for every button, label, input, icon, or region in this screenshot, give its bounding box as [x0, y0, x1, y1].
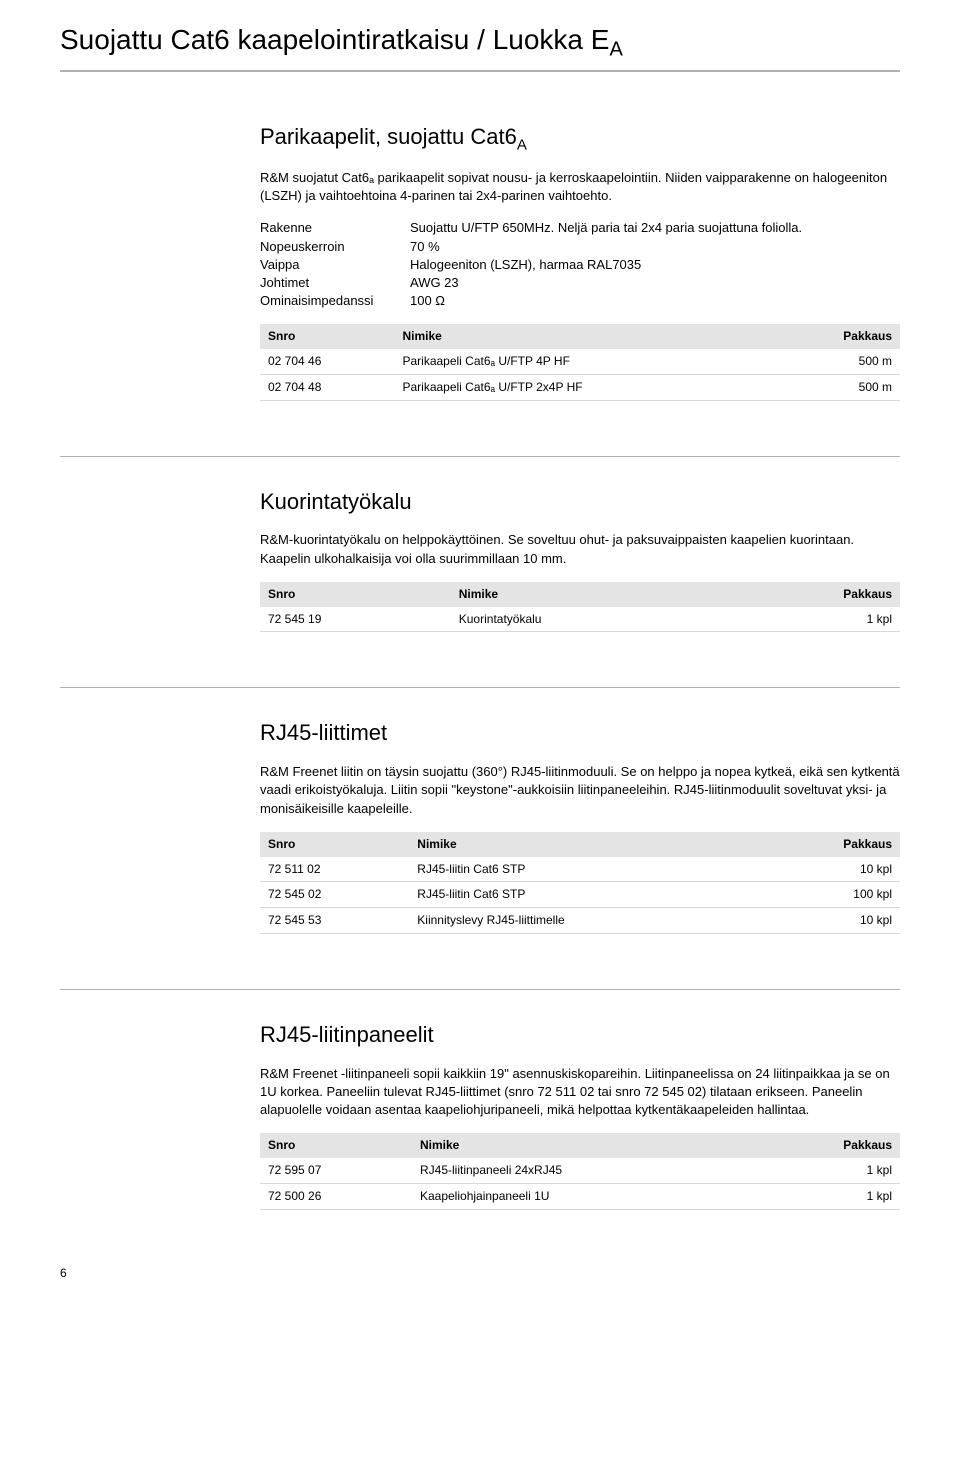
cell-pakkaus: 1 kpl: [758, 1183, 900, 1209]
section-heading-sub: A: [517, 136, 527, 153]
cell-snro: 72 545 02: [260, 882, 409, 908]
section-divider: [60, 989, 900, 990]
cell-nimike: Kuorintatyökalu: [451, 607, 722, 632]
table-header-snro: Snro: [260, 324, 394, 349]
spec-value: Halogeeniton (LSZH), harmaa RAL7035: [410, 256, 900, 274]
cell-snro: 72 545 19: [260, 607, 451, 632]
cell-snro: 02 704 46: [260, 349, 394, 374]
table-row: 72 545 02RJ45-liitin Cat6 STP100 kpl: [260, 882, 900, 908]
section-heading: Kuorintatyökalu: [260, 487, 900, 518]
spec-label: Vaippa: [260, 256, 410, 274]
table-header-snro: Snro: [260, 1133, 412, 1158]
section-content: Parikaapelit, suojattu Cat6A R&M suojatut…: [260, 122, 900, 401]
section-heading: Parikaapelit, suojattu Cat6A: [260, 122, 900, 155]
cell-nimike: RJ45-liitin Cat6 STP: [409, 857, 760, 882]
section-divider: [60, 456, 900, 457]
section-content: RJ45-liitinpaneelit R&M Freenet -liitinpa…: [260, 1020, 900, 1210]
section-description: R&M Freenet liitin on täysin suojattu (3…: [260, 763, 900, 818]
cell-nimike: Kiinnityslevy RJ45-liittimelle: [409, 908, 760, 934]
spec-label: Johtimet: [260, 274, 410, 292]
page-title: Suojattu Cat6 kaapelointiratkaisu / Luok…: [60, 20, 900, 64]
cell-snro: 72 545 53: [260, 908, 409, 934]
table-row: 72 545 19Kuorintatyökalu1 kpl: [260, 607, 900, 632]
cell-nimike: Parikaapeli Cat6ₐ U/FTP 2x4P HF: [394, 374, 774, 400]
cell-snro: 72 595 07: [260, 1158, 412, 1183]
table-header-snro: Snro: [260, 832, 409, 857]
cell-pakkaus: 500 m: [775, 349, 900, 374]
cell-nimike: Kaapeliohjainpaneeli 1U: [412, 1183, 758, 1209]
cell-snro: 72 500 26: [260, 1183, 412, 1209]
page-title-sub: A: [609, 39, 622, 61]
spec-value: Suojattu U/FTP 650MHz. Neljä paria tai 2…: [410, 219, 900, 237]
section-divider: [60, 687, 900, 688]
section: RJ45-liittimet R&M Freenet liitin on täys…: [60, 718, 900, 934]
cell-pakkaus: 1 kpl: [722, 607, 900, 632]
spec-row: VaippaHalogeeniton (LSZH), harmaa RAL703…: [260, 256, 900, 274]
table-row: 72 545 53Kiinnityslevy RJ45-liittimelle1…: [260, 908, 900, 934]
table-header-nimike: Nimike: [451, 582, 722, 607]
product-table: SnroNimikePakkaus72 511 02RJ45-liitin Ca…: [260, 832, 900, 934]
page-number: 6: [60, 1265, 900, 1282]
cell-nimike: RJ45-liitinpaneeli 24xRJ45: [412, 1158, 758, 1183]
section-description: R&M Freenet -liitinpaneeli sopii kaikkii…: [260, 1065, 900, 1120]
spec-value: 100 Ω: [410, 292, 900, 310]
product-table: SnroNimikePakkaus72 595 07RJ45-liitinpan…: [260, 1133, 900, 1209]
section-content: Kuorintatyökalu R&M-kuorintatyökalu on he…: [260, 487, 900, 633]
section: Kuorintatyökalu R&M-kuorintatyökalu on he…: [60, 487, 900, 633]
table-header-row: SnroNimikePakkaus: [260, 582, 900, 607]
table-row: 72 511 02RJ45-liitin Cat6 STP10 kpl: [260, 857, 900, 882]
section-heading-text: Parikaapelit, suojattu Cat6: [260, 124, 517, 149]
section: Parikaapelit, suojattu Cat6A R&M suojatut…: [60, 122, 900, 401]
table-row: 02 704 48Parikaapeli Cat6ₐ U/FTP 2x4P HF…: [260, 374, 900, 400]
table-row: 02 704 46Parikaapeli Cat6ₐ U/FTP 4P HF50…: [260, 349, 900, 374]
section-description: R&M-kuorintatyökalu on helppokäyttöinen.…: [260, 531, 900, 567]
cell-nimike: Parikaapeli Cat6ₐ U/FTP 4P HF: [394, 349, 774, 374]
spec-value: AWG 23: [410, 274, 900, 292]
table-header-pakkaus: Pakkaus: [758, 1133, 900, 1158]
cell-pakkaus: 10 kpl: [761, 908, 900, 934]
cell-snro: 02 704 48: [260, 374, 394, 400]
spec-label: Ominaisimpedanssi: [260, 292, 410, 310]
spec-row: Ominaisimpedanssi100 Ω: [260, 292, 900, 310]
section-heading: RJ45-liitinpaneelit: [260, 1020, 900, 1051]
cell-nimike: RJ45-liitin Cat6 STP: [409, 882, 760, 908]
table-row: 72 500 26Kaapeliohjainpaneeli 1U1 kpl: [260, 1183, 900, 1209]
table-header-pakkaus: Pakkaus: [761, 832, 900, 857]
spec-value: 70 %: [410, 238, 900, 256]
product-table: SnroNimikePakkaus02 704 46Parikaapeli Ca…: [260, 324, 900, 400]
section-heading-text: RJ45-liittimet: [260, 720, 387, 745]
table-header-pakkaus: Pakkaus: [775, 324, 900, 349]
spec-row: Nopeuskerroin70 %: [260, 238, 900, 256]
title-divider: [60, 70, 900, 72]
specs-list: RakenneSuojattu U/FTP 650MHz. Neljä pari…: [260, 219, 900, 310]
section-description: R&M suojatut Cat6ₐ parikaapelit sopivat …: [260, 169, 900, 205]
section-heading-text: RJ45-liitinpaneelit: [260, 1022, 434, 1047]
section-content: RJ45-liittimet R&M Freenet liitin on täys…: [260, 718, 900, 934]
cell-snro: 72 511 02: [260, 857, 409, 882]
table-header-row: SnroNimikePakkaus: [260, 1133, 900, 1158]
cell-pakkaus: 10 kpl: [761, 857, 900, 882]
section-heading-text: Kuorintatyökalu: [260, 489, 412, 514]
cell-pakkaus: 100 kpl: [761, 882, 900, 908]
table-header-nimike: Nimike: [394, 324, 774, 349]
table-header-row: SnroNimikePakkaus: [260, 324, 900, 349]
table-header-row: SnroNimikePakkaus: [260, 832, 900, 857]
table-header-nimike: Nimike: [412, 1133, 758, 1158]
table-header-pakkaus: Pakkaus: [722, 582, 900, 607]
product-table: SnroNimikePakkaus72 545 19Kuorintatyökal…: [260, 582, 900, 633]
spec-label: Nopeuskerroin: [260, 238, 410, 256]
cell-pakkaus: 1 kpl: [758, 1158, 900, 1183]
section-heading: RJ45-liittimet: [260, 718, 900, 749]
spec-label: Rakenne: [260, 219, 410, 237]
spec-row: RakenneSuojattu U/FTP 650MHz. Neljä pari…: [260, 219, 900, 237]
section: RJ45-liitinpaneelit R&M Freenet -liitinpa…: [60, 1020, 900, 1210]
table-row: 72 595 07RJ45-liitinpaneeli 24xRJ451 kpl: [260, 1158, 900, 1183]
spec-row: JohtimetAWG 23: [260, 274, 900, 292]
page-title-pre: Suojattu Cat6 kaapelointiratkaisu / Luok…: [60, 24, 609, 55]
cell-pakkaus: 500 m: [775, 374, 900, 400]
table-header-snro: Snro: [260, 582, 451, 607]
table-header-nimike: Nimike: [409, 832, 760, 857]
